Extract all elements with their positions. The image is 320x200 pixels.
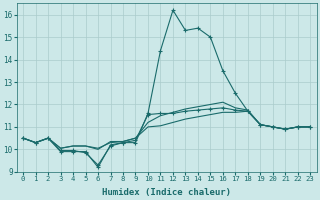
X-axis label: Humidex (Indice chaleur): Humidex (Indice chaleur)	[102, 188, 231, 197]
